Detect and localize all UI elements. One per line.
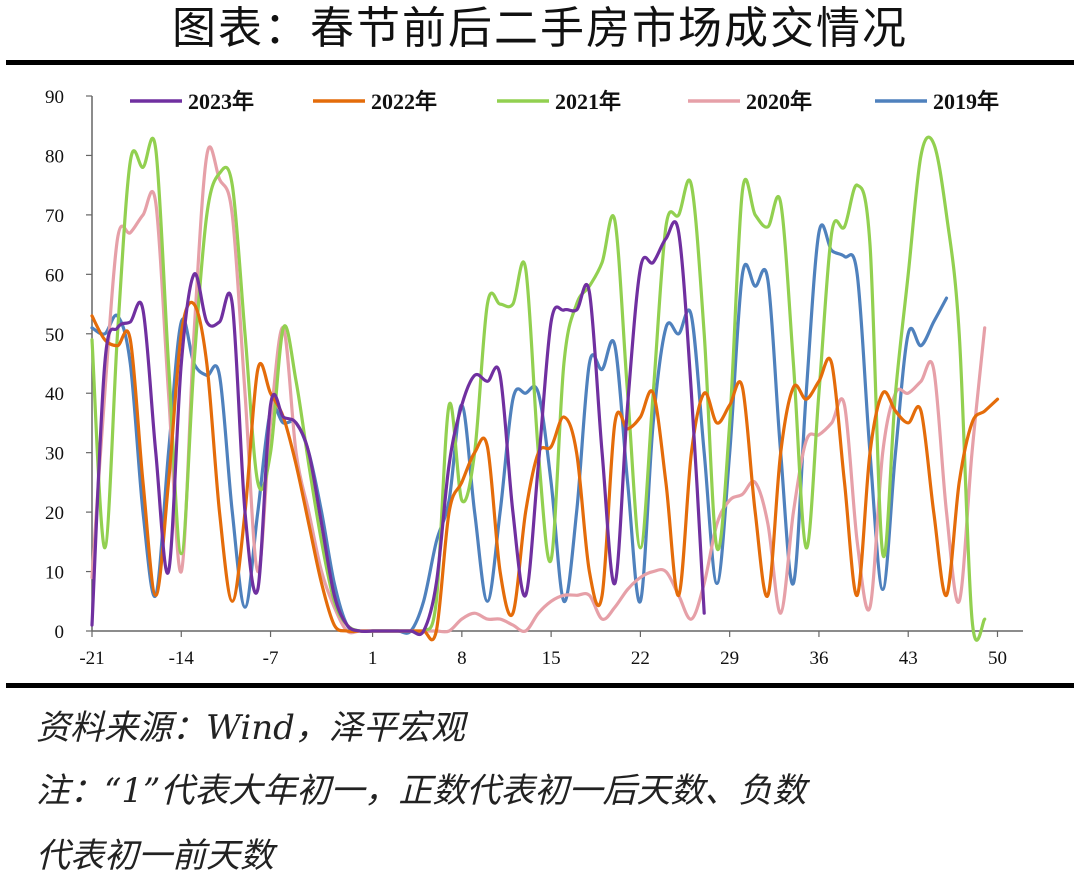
y-tick-label: 60 — [45, 265, 64, 286]
x-tick-label: 1 — [368, 648, 378, 669]
x-tick-label: 22 — [631, 648, 650, 669]
y-tick-label: 40 — [45, 384, 64, 405]
y-tick-label: 30 — [45, 444, 64, 465]
legend-label: 2020年 — [746, 89, 812, 114]
footnote-line-1: 注：“1”代表大年初一，正数代表初一后天数、负数 — [36, 771, 807, 811]
x-tick-label: 36 — [809, 648, 828, 669]
y-tick-label: 90 — [45, 87, 64, 108]
x-tick-label: 43 — [899, 648, 918, 669]
chart-legend: 2023年 2022年 2021年 2020年 2019年 — [130, 89, 999, 114]
series-line-2023 — [90, 220, 706, 637]
chart-title: 图表：春节前后二手房市场成交情况 — [172, 3, 908, 54]
legend-label: 2019年 — [933, 89, 999, 114]
y-tick-label: 20 — [45, 503, 64, 524]
line-chart: 0 10 20 30 40 50 60 70 80 90 -21 -14 -7 1 8 15 22 29 36 43 5… — [45, 87, 1023, 669]
y-tick-label: 50 — [45, 325, 64, 346]
source-note: 资料来源：Wind，泽平宏观 — [36, 708, 465, 748]
chart-axes: 0 10 20 30 40 50 60 70 80 90 -21 -14 -7 1 8 15 22 29 36 43 5… — [45, 87, 1023, 669]
top-rule — [6, 60, 1074, 65]
legend-label: 2021年 — [555, 89, 621, 114]
chart-series — [90, 135, 1000, 642]
x-tick-label: -7 — [263, 648, 279, 669]
y-tick-label: 10 — [45, 563, 64, 584]
y-tick-label: 70 — [45, 206, 64, 227]
x-tick-label: -14 — [169, 648, 195, 669]
series-line-2022 — [90, 300, 1000, 642]
y-tick-label: 0 — [55, 622, 65, 643]
legend-label: 2022年 — [371, 89, 437, 114]
bottom-rule — [6, 683, 1074, 688]
series-line-2021 — [90, 135, 987, 642]
y-tick-label: 80 — [45, 146, 64, 167]
x-tick-label: 15 — [542, 648, 561, 669]
x-tick-label: 50 — [988, 648, 1007, 669]
footnote-line-2: 代表初一前天数 — [36, 836, 274, 876]
legend-label: 2023年 — [188, 89, 254, 114]
series-line-2020 — [90, 145, 987, 635]
x-tick-label: -21 — [79, 648, 104, 669]
x-tick-label: 8 — [457, 648, 467, 669]
series-line-2019 — [90, 223, 949, 635]
x-tick-label: 29 — [720, 648, 739, 669]
